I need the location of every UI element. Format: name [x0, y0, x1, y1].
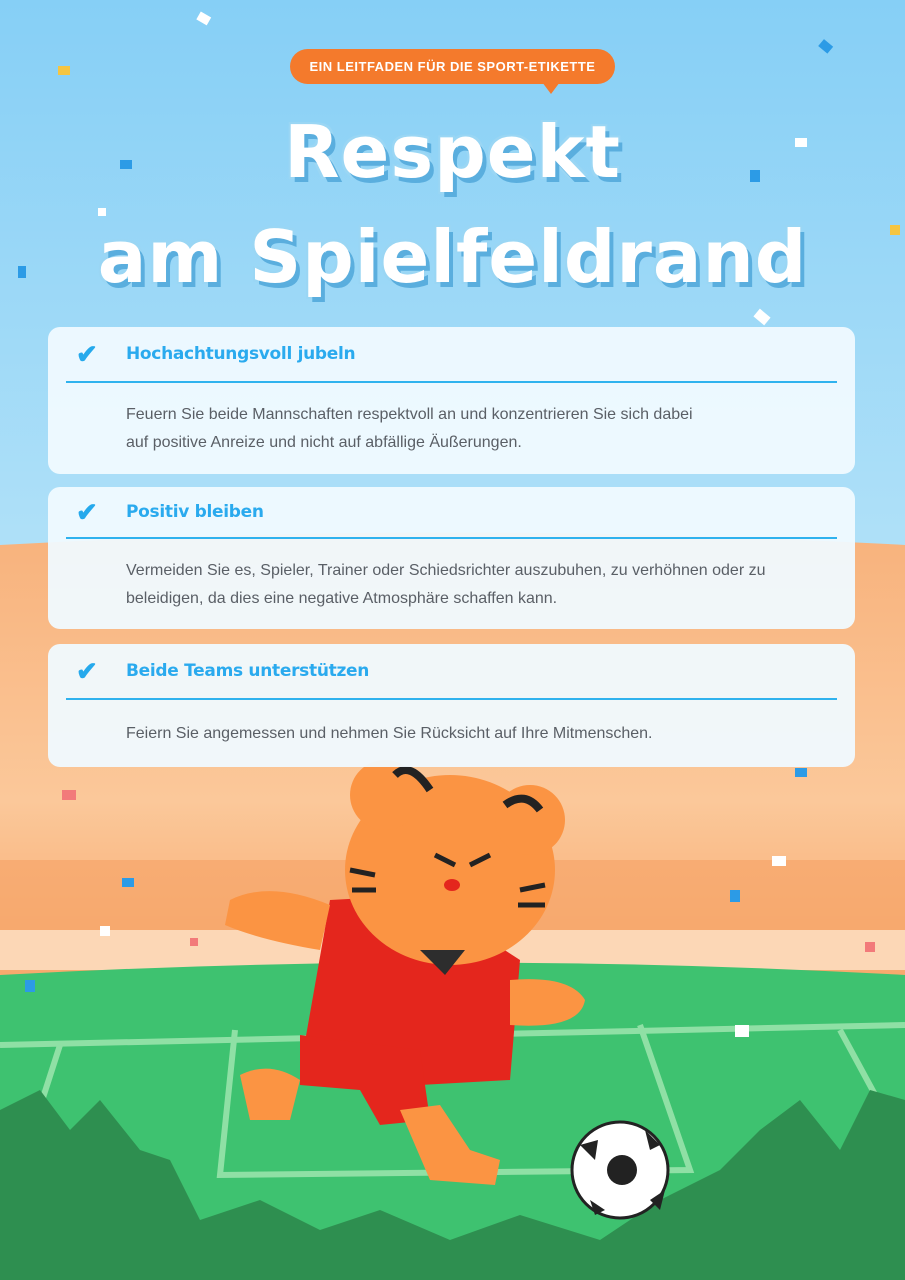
check-icon: ✔ [76, 655, 98, 686]
title-line-2: am Spielfeldrand [97, 215, 808, 299]
guide-badge: EIN LEITFADEN FÜR DIE SPORT-ETIKETTE [290, 49, 615, 94]
tiger-mascot [225, 760, 585, 1185]
tip-heading: Positiv bleiben [126, 502, 264, 522]
tip-heading: Beide Teams unterstützen [126, 661, 370, 681]
check-icon: ✔ [76, 338, 98, 369]
tip-card-1: ✔ Hochachtungsvoll jubeln Feuern Sie beid… [48, 327, 855, 474]
tip-card-3: ✔ Beide Teams unterstützen Feiern Sie ang… [48, 644, 855, 767]
check-icon: ✔ [76, 496, 98, 527]
tip-body: Feuern Sie beide Mannschaften respektvol… [126, 406, 693, 451]
confetti [18, 11, 900, 1037]
tip-heading: Hochachtungsvoll jubeln [126, 344, 356, 364]
tip-body: Feiern Sie angemessen und nehmen Sie Rüc… [126, 725, 653, 742]
tip-body: Vermeiden Sie es, Spieler, Trainer oder … [126, 562, 766, 607]
soccer-ball-icon [570, 1120, 670, 1220]
tip-card-2: ✔ Positiv bleiben Vermeiden Sie es, Spiel… [48, 487, 855, 629]
title-line-1: Respekt [284, 110, 621, 194]
